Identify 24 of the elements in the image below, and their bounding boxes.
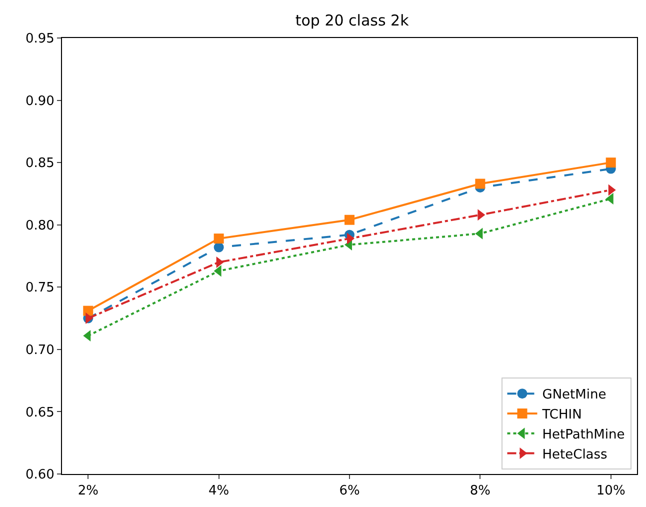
y-tick-label: 0.60 [25, 468, 54, 483]
x-tick-label: 6% [339, 484, 360, 499]
legend-label: TCHIN [541, 408, 582, 423]
y-tick-label: 0.80 [25, 218, 54, 234]
x-tick-label: 8% [470, 484, 490, 499]
y-tick-label: 0.65 [25, 405, 54, 420]
point [475, 178, 486, 189]
x-tick-label: 10% [596, 484, 626, 499]
y-tick-label: 0.75 [25, 280, 54, 296]
point [214, 234, 224, 244]
legend-label: HetPathMine [542, 427, 625, 442]
y-tick-label: 0.95 [25, 32, 54, 47]
y-tick-label: 0.90 [25, 94, 54, 109]
point [83, 306, 94, 316]
x-tick-label: 4% [208, 484, 230, 499]
legend-label: GNetMine [542, 388, 606, 403]
point [344, 214, 354, 225]
y-tick-label: 0.70 [25, 342, 54, 358]
chart-title: top 20 class 2k [295, 11, 410, 30]
point [606, 158, 616, 168]
legend-label: HeteClass [542, 447, 608, 462]
x-tick-label: 2% [78, 484, 98, 499]
point [214, 242, 224, 252]
y-tick-label: 0.85 [25, 156, 54, 172]
